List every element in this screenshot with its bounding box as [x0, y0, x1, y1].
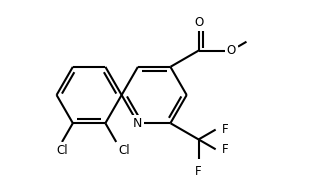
Text: O: O [226, 44, 236, 57]
Text: F: F [221, 143, 228, 156]
Text: N: N [133, 117, 143, 130]
Text: F: F [221, 123, 228, 136]
Text: Cl: Cl [56, 144, 68, 157]
Text: Cl: Cl [118, 144, 130, 157]
Text: O: O [194, 17, 203, 30]
Text: F: F [195, 165, 202, 178]
